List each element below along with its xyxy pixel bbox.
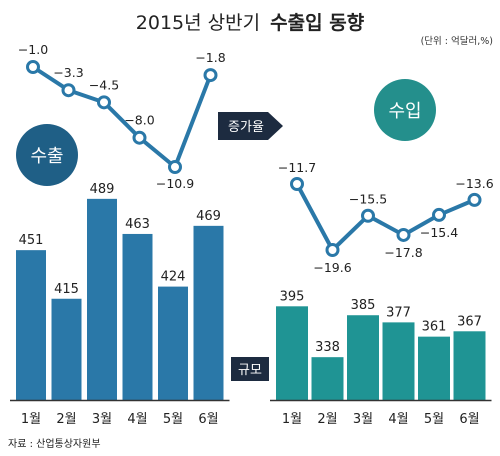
export-growth-point	[132, 130, 147, 145]
import-category-label: 4월	[388, 412, 408, 427]
import-growth-point	[467, 192, 482, 207]
export-bar-value: 424	[161, 270, 186, 285]
source-label: 자료 : 산업통상자원부	[8, 437, 101, 450]
import-growth-value: −15.4	[420, 225, 458, 240]
export-bar	[51, 298, 82, 400]
import-bars: 395 1월 338 2월 385 3월 377 4월 361 5월 367 6월	[270, 289, 492, 427]
import-bar	[311, 357, 344, 400]
import-bar	[276, 306, 308, 400]
import-bar	[382, 322, 415, 400]
export-bar	[87, 198, 117, 400]
import-badge: 수입	[374, 79, 436, 141]
export-bar-value: 489	[90, 182, 115, 197]
import-growth-value: −13.6	[455, 176, 493, 191]
import-growth-value: −15.5	[349, 192, 387, 207]
import-badge-circle	[374, 79, 436, 141]
export-bar-value: 415	[54, 282, 79, 297]
export-bar	[16, 250, 46, 400]
export-growth-line: −1.0 −3.3 −4.5 −8.0 −10.9 −1.8	[18, 42, 226, 191]
export-growth-path	[31, 65, 213, 169]
growth-tag-label: 증가율	[228, 120, 264, 135]
import-growth-point	[432, 207, 446, 222]
export-growth-value: −8.0	[124, 113, 154, 128]
export-bar	[193, 225, 224, 400]
export-category-label: 2월	[56, 412, 76, 427]
export-growth-value: −3.3	[53, 65, 83, 80]
import-growth-value: −19.6	[313, 260, 351, 275]
title-prefix: 2015년 상반기	[136, 12, 260, 34]
import-category-label: 3월	[353, 412, 373, 427]
export-bar	[122, 233, 153, 400]
export-growth-value: −10.9	[156, 176, 194, 191]
export-growth-point	[97, 95, 111, 110]
import-bar-value: 385	[351, 298, 376, 313]
import-bar-value: 338	[315, 340, 340, 355]
chart-title: 2015년 상반기 수출입 동향	[136, 12, 365, 34]
export-bar-value: 451	[19, 233, 44, 248]
export-bar-value: 463	[125, 217, 150, 232]
import-growth-value: −17.8	[384, 245, 422, 260]
import-bar-value: 361	[422, 320, 447, 335]
export-growth-value: −1.0	[18, 42, 48, 57]
import-bar	[347, 315, 379, 400]
import-badge-label: 수입	[388, 101, 421, 122]
import-bar-value: 377	[386, 305, 411, 320]
export-badge-circle	[16, 124, 78, 186]
export-category-label: 4월	[127, 412, 147, 427]
export-growth-point	[168, 160, 182, 174]
growth-tag: 증가율	[218, 112, 283, 140]
scale-tag: 규모	[231, 357, 269, 381]
export-category-label: 1월	[21, 412, 41, 427]
export-bars: 451 1월 415 2월 489 3월 463 4월 424 5월 469 6월	[10, 182, 230, 427]
import-category-label: 2월	[317, 412, 337, 427]
title-bold: 수출입 동향	[270, 12, 365, 34]
export-category-label: 6월	[198, 412, 218, 427]
import-growth-point	[396, 227, 411, 242]
scale-tag-label: 규모	[238, 363, 262, 378]
import-growth-point	[325, 243, 340, 257]
import-growth-value: −11.7	[278, 160, 316, 175]
import-growth-point	[361, 208, 375, 223]
scale-tag-shape	[231, 357, 269, 381]
export-category-label: 3월	[92, 412, 112, 427]
import-category-label: 6월	[459, 412, 479, 427]
growth-tag-shape	[218, 112, 283, 140]
import-bar	[453, 331, 486, 400]
export-badge: 수출	[16, 124, 78, 186]
export-growth-value: −4.5	[89, 77, 119, 92]
export-growth-value: −1.8	[195, 50, 225, 65]
unit-label: (단위 : 억달러,%)	[421, 35, 493, 47]
export-category-label: 5월	[163, 412, 183, 427]
import-category-label: 1월	[282, 412, 302, 427]
import-growth-line: −11.7 −19.6 −15.5 −17.8 −15.4 −13.6	[278, 160, 494, 275]
export-bar	[158, 286, 188, 400]
export-growth-point	[203, 68, 218, 83]
export-badge-label: 수출	[30, 146, 63, 167]
import-bar-value: 367	[457, 314, 482, 329]
import-bar-value: 395	[280, 289, 305, 304]
export-growth-point	[26, 60, 40, 74]
import-growth-point	[290, 177, 304, 191]
export-bar-value: 469	[196, 209, 221, 224]
import-bar	[418, 336, 450, 400]
import-category-label: 5월	[424, 412, 444, 427]
export-growth-point	[61, 83, 76, 98]
